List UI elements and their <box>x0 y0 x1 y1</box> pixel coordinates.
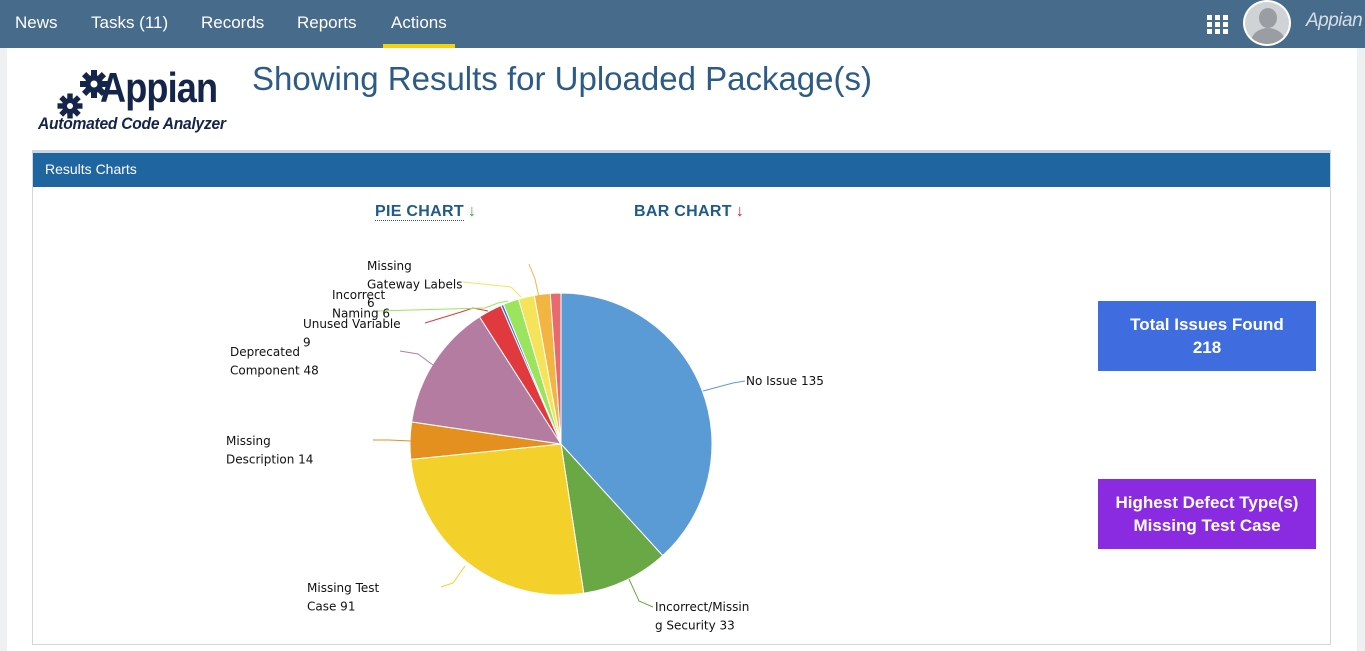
arrow-down-icon: ↓ <box>467 203 477 220</box>
pie-data-label: Missing Test <box>307 581 379 595</box>
highest-defect-card: Highest Defect Type(s) Missing Test Case <box>1098 479 1316 549</box>
pie-slice-deprecated-component[interactable] <box>411 316 563 445</box>
nav-item-news[interactable]: News <box>15 13 58 32</box>
highest-defect-label: Highest Defect Type(s) <box>1115 493 1299 512</box>
app-logo: Appian Automated Code Analyzer <box>36 60 232 138</box>
results-panel: Results Charts PIE CHART ↓ BAR CHART ↓ No … <box>32 150 1331 645</box>
pie-connector-line <box>373 439 412 442</box>
tab-bar-chart[interactable]: BAR CHART ↓ <box>634 203 744 221</box>
total-issues-value: 218 <box>1192 338 1222 357</box>
tab-pie-chart[interactable]: PIE CHART ↓ <box>375 203 476 221</box>
brand-logo[interactable]: Appian <box>1306 10 1363 31</box>
logo-wordmark: Appian <box>100 64 218 111</box>
total-issues-card: Total Issues Found 218 <box>1098 301 1316 371</box>
user-avatar-icon[interactable] <box>1243 0 1291 46</box>
pie-data-label: No Issue 135 <box>746 374 824 388</box>
pie-data-label: Naming 6 <box>332 307 390 321</box>
scrollbar-track[interactable] <box>1357 48 1365 651</box>
nav-item-actions[interactable]: Actions <box>383 0 455 48</box>
pie-connector-line <box>462 281 522 298</box>
pie-data-label: Deprecated <box>230 345 300 359</box>
pie-data-label: 9 <box>303 336 311 350</box>
pie-connector-line <box>399 350 434 366</box>
pie-chart: No Issue 135 Incorrect/Missin g Security 3… <box>226 259 824 633</box>
pie-data-label: Missing <box>367 259 412 273</box>
total-issues-label: Total Issues Found <box>1130 315 1284 334</box>
tab-pie-chart-label: PIE CHART <box>375 203 464 221</box>
arrow-down-icon: ↓ <box>735 203 745 220</box>
tab-bar-chart-label: BAR CHART <box>634 203 732 220</box>
pie-slice-incorrect-missing-security[interactable] <box>560 442 664 594</box>
nav-item-records[interactable]: Records <box>201 13 265 32</box>
pie-slice-no-issue[interactable] <box>560 292 713 557</box>
nav-item-tasks[interactable]: Tasks (11) <box>91 13 169 32</box>
pie-connector-line <box>376 300 509 312</box>
highest-defect-value: Missing Test Case <box>1133 516 1281 535</box>
panel-title: Results Charts <box>45 161 137 177</box>
top-nav: News Tasks (11) Records Reports Actions … <box>0 0 1365 48</box>
pie-data-label: Component 48 <box>230 364 319 378</box>
pie-data-label: g Security 33 <box>655 619 735 633</box>
pie-data-label: Description 14 <box>226 453 313 467</box>
pie-data-label: 6 <box>367 296 375 310</box>
pie-data-label: Gateway Labels <box>367 278 462 292</box>
logo-tagline: Automated Code Analyzer <box>38 114 226 133</box>
pie-connector-line <box>440 565 466 588</box>
nav-item-reports[interactable]: Reports <box>297 13 357 32</box>
pie-connector-line <box>628 578 654 608</box>
pie-connector-line <box>528 263 540 298</box>
panel-header: Results Charts <box>33 151 1330 187</box>
pie-data-label: Incorrect/Missin <box>655 600 749 614</box>
pie-connector-line <box>702 380 746 392</box>
pie-data-label: Unused Variable <box>303 317 401 331</box>
page-title: Showing Results for Uploaded Package(s) <box>252 60 872 97</box>
pie-slice-missing-test-case[interactable] <box>410 443 585 596</box>
gears-icon <box>57 70 108 119</box>
pie-data-label: Case 91 <box>307 600 355 614</box>
pie-data-label: Incorrect <box>332 288 385 302</box>
pie-data-label: Missing <box>226 434 271 448</box>
pie-connector-line <box>424 307 489 324</box>
pie-slice-unlabeled-red[interactable] <box>549 292 562 445</box>
grid-icon[interactable] <box>1207 15 1228 34</box>
